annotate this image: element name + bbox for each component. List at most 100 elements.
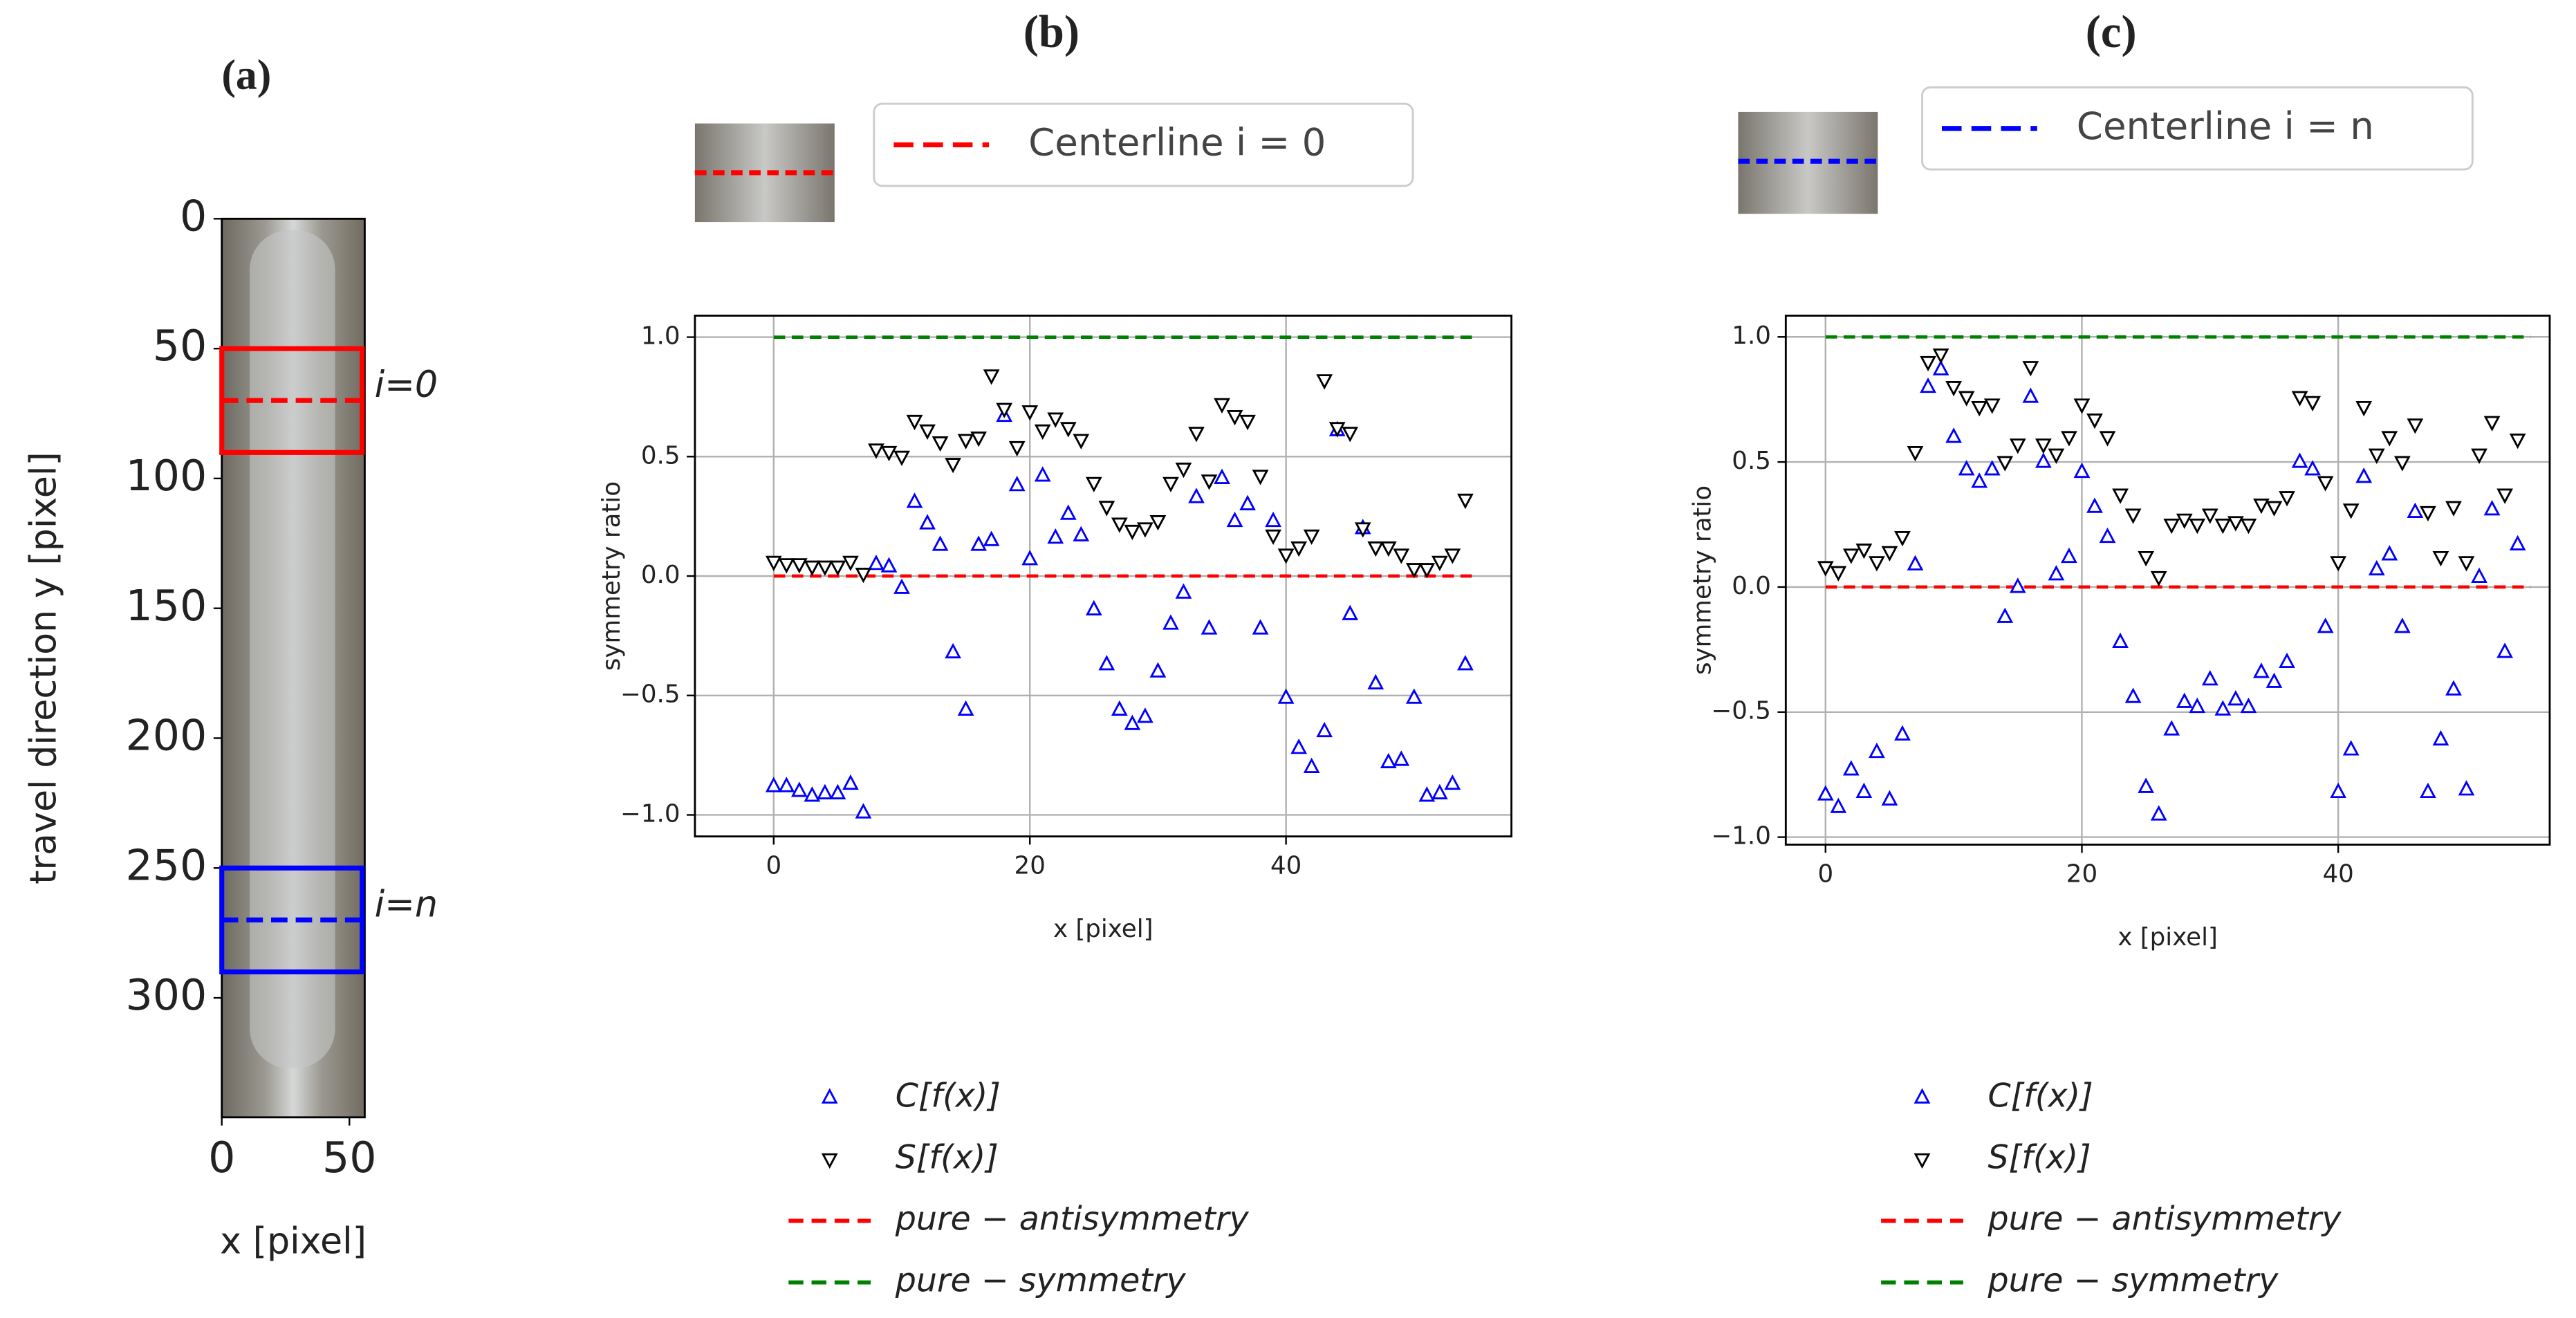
marker	[842, 774, 859, 790]
marker	[906, 414, 923, 431]
marker	[2086, 414, 2103, 429]
marker	[2086, 497, 2103, 513]
marker	[2073, 462, 2091, 479]
x-tick-label: 0	[208, 1133, 235, 1182]
marker	[2291, 452, 2308, 468]
marker	[1328, 422, 1346, 438]
marker	[2393, 456, 2411, 472]
marker	[983, 369, 1000, 385]
x-axis-label: x [pixel]	[220, 1220, 367, 1263]
marker	[1047, 528, 1064, 544]
marker	[1265, 511, 1281, 528]
marker	[1149, 662, 1167, 678]
y-tick-label: 0	[180, 191, 207, 241]
marker	[1226, 410, 1243, 426]
marker	[2330, 782, 2347, 799]
y-tick-label: 50	[153, 321, 207, 371]
y-tick-label: 300	[125, 970, 207, 1020]
marker	[2496, 488, 2513, 504]
marker	[2279, 491, 2295, 507]
marker	[2304, 460, 2321, 476]
marker	[1175, 583, 1192, 599]
marker	[804, 560, 821, 576]
x-tick-label: 20	[2066, 860, 2097, 888]
marker	[2061, 431, 2077, 447]
marker	[1996, 456, 2014, 472]
marker	[1239, 414, 1256, 431]
marker	[1316, 374, 1333, 390]
marker	[1073, 526, 1090, 541]
marker	[1188, 427, 1205, 443]
marker	[1405, 688, 1423, 704]
marker	[2124, 687, 2142, 703]
marker	[2009, 577, 2026, 593]
marker	[1958, 460, 1975, 476]
marker	[1894, 725, 1911, 741]
weld-bead	[250, 230, 335, 1068]
marker	[2138, 777, 2155, 793]
marker	[2509, 433, 2526, 449]
marker	[1073, 434, 1090, 449]
marker	[2201, 508, 2218, 524]
marker	[1920, 355, 1936, 372]
marker	[1907, 446, 1924, 462]
marker	[2073, 398, 2091, 414]
marker	[1098, 501, 1115, 517]
marker	[2445, 680, 2462, 696]
marker	[778, 558, 795, 574]
marker	[1034, 424, 1051, 440]
plot-frame	[221, 217, 366, 1119]
marker	[1021, 550, 1039, 566]
marker	[2291, 391, 2308, 407]
marker	[2355, 467, 2373, 483]
marker	[2035, 452, 2052, 468]
marker	[868, 555, 884, 570]
marker	[1830, 797, 1847, 813]
marker	[804, 786, 821, 802]
marker	[2061, 547, 2077, 564]
marker	[2420, 505, 2436, 522]
marker	[1945, 427, 1963, 443]
legend-label: S[f(x)]	[1988, 1138, 2091, 1176]
marker	[1342, 427, 1359, 443]
y-tick-label: 0.5	[1732, 447, 1771, 475]
marker	[1214, 398, 1230, 414]
marker	[2496, 642, 2513, 658]
marker	[1444, 774, 1461, 790]
marker	[2407, 502, 2424, 518]
marker	[1393, 750, 1410, 766]
marker	[2176, 692, 2193, 708]
marker	[1367, 674, 1384, 690]
marker	[868, 443, 884, 459]
marker	[2253, 662, 2270, 678]
marker	[2330, 556, 2347, 572]
marker	[1008, 476, 1026, 492]
marker	[2458, 780, 2475, 796]
marker	[2509, 535, 2526, 550]
marker	[765, 777, 782, 792]
marker	[2138, 550, 2155, 567]
marker	[2163, 518, 2180, 535]
marker	[1316, 721, 1333, 738]
marker	[1418, 786, 1436, 802]
region-label: i=0	[375, 364, 438, 406]
marker	[2022, 387, 2039, 403]
marker	[2432, 730, 2449, 746]
marker	[1380, 752, 1397, 769]
marker	[1869, 556, 1885, 572]
legend-label: pure − symmetry	[1987, 1262, 2279, 1300]
marker	[1085, 476, 1102, 493]
marker	[1047, 412, 1064, 428]
x-tick-label: 0	[766, 852, 781, 880]
marker	[1881, 546, 1898, 561]
marker	[2240, 697, 2257, 714]
marker	[2253, 499, 2270, 514]
marker	[790, 781, 808, 797]
marker	[1021, 405, 1039, 421]
marker	[1983, 460, 2001, 476]
marker	[945, 458, 961, 474]
marker	[996, 402, 1013, 418]
marker	[1085, 600, 1102, 615]
marker	[2112, 632, 2129, 649]
marker	[1124, 524, 1141, 541]
